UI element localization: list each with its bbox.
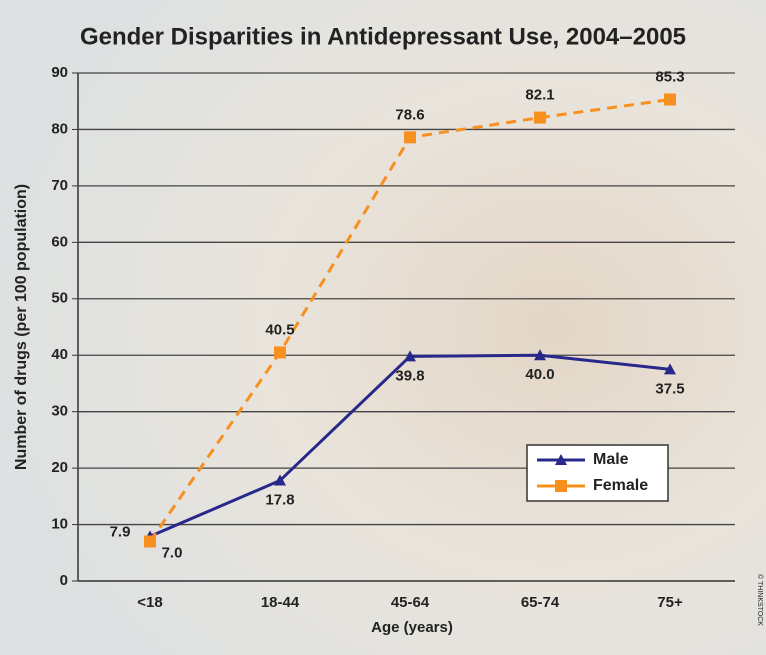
data-label: 37.5 bbox=[655, 380, 684, 397]
y-tick-label: 0 bbox=[60, 572, 68, 589]
chart-title: Gender Disparities in Antidepressant Use… bbox=[80, 23, 686, 50]
legend-label: Female bbox=[593, 477, 648, 494]
y-axis-label: Number of drugs (per 100 population) bbox=[13, 184, 30, 470]
y-tick-label: 60 bbox=[51, 233, 68, 250]
data-label: 39.8 bbox=[395, 367, 424, 384]
x-tick-label: <18 bbox=[137, 594, 162, 611]
page: Gender Disparities in Antidepressant Use… bbox=[0, 0, 766, 655]
y-tick-label: 30 bbox=[51, 403, 68, 420]
credit: © THINKSTOCK bbox=[756, 574, 764, 626]
x-tick-label: 45-64 bbox=[391, 594, 430, 611]
y-tick-label: 50 bbox=[51, 290, 68, 307]
data-label: 78.6 bbox=[395, 106, 424, 123]
data-label: 7.0 bbox=[162, 544, 183, 561]
y-tick-label: 20 bbox=[51, 459, 68, 476]
legend: Male Female bbox=[527, 445, 668, 501]
x-tick-label: 65-74 bbox=[521, 594, 560, 611]
point bbox=[534, 112, 546, 124]
point bbox=[144, 535, 156, 547]
data-label: 85.3 bbox=[655, 68, 684, 85]
legend-marker bbox=[555, 480, 567, 492]
data-label: 40.5 bbox=[265, 321, 294, 338]
x-axis-label: Age (years) bbox=[371, 619, 453, 636]
y-tick-label: 80 bbox=[51, 120, 68, 137]
background bbox=[0, 0, 766, 655]
data-label: 82.1 bbox=[525, 87, 554, 104]
data-label: 17.8 bbox=[265, 491, 294, 508]
point bbox=[404, 131, 416, 143]
data-label: 7.9 bbox=[110, 523, 131, 540]
y-tick-label: 10 bbox=[51, 516, 68, 533]
legend-label: Male bbox=[593, 451, 629, 468]
point bbox=[664, 94, 676, 106]
point bbox=[274, 346, 286, 358]
y-tick-label: 70 bbox=[51, 177, 68, 194]
x-tick-label: 18-44 bbox=[261, 594, 300, 611]
chart: Gender Disparities in Antidepressant Use… bbox=[0, 0, 766, 655]
data-label: 40.0 bbox=[525, 366, 554, 383]
y-tick-label: 40 bbox=[51, 346, 68, 363]
y-tick-label: 90 bbox=[51, 64, 68, 81]
x-tick-label: 75+ bbox=[657, 594, 683, 611]
